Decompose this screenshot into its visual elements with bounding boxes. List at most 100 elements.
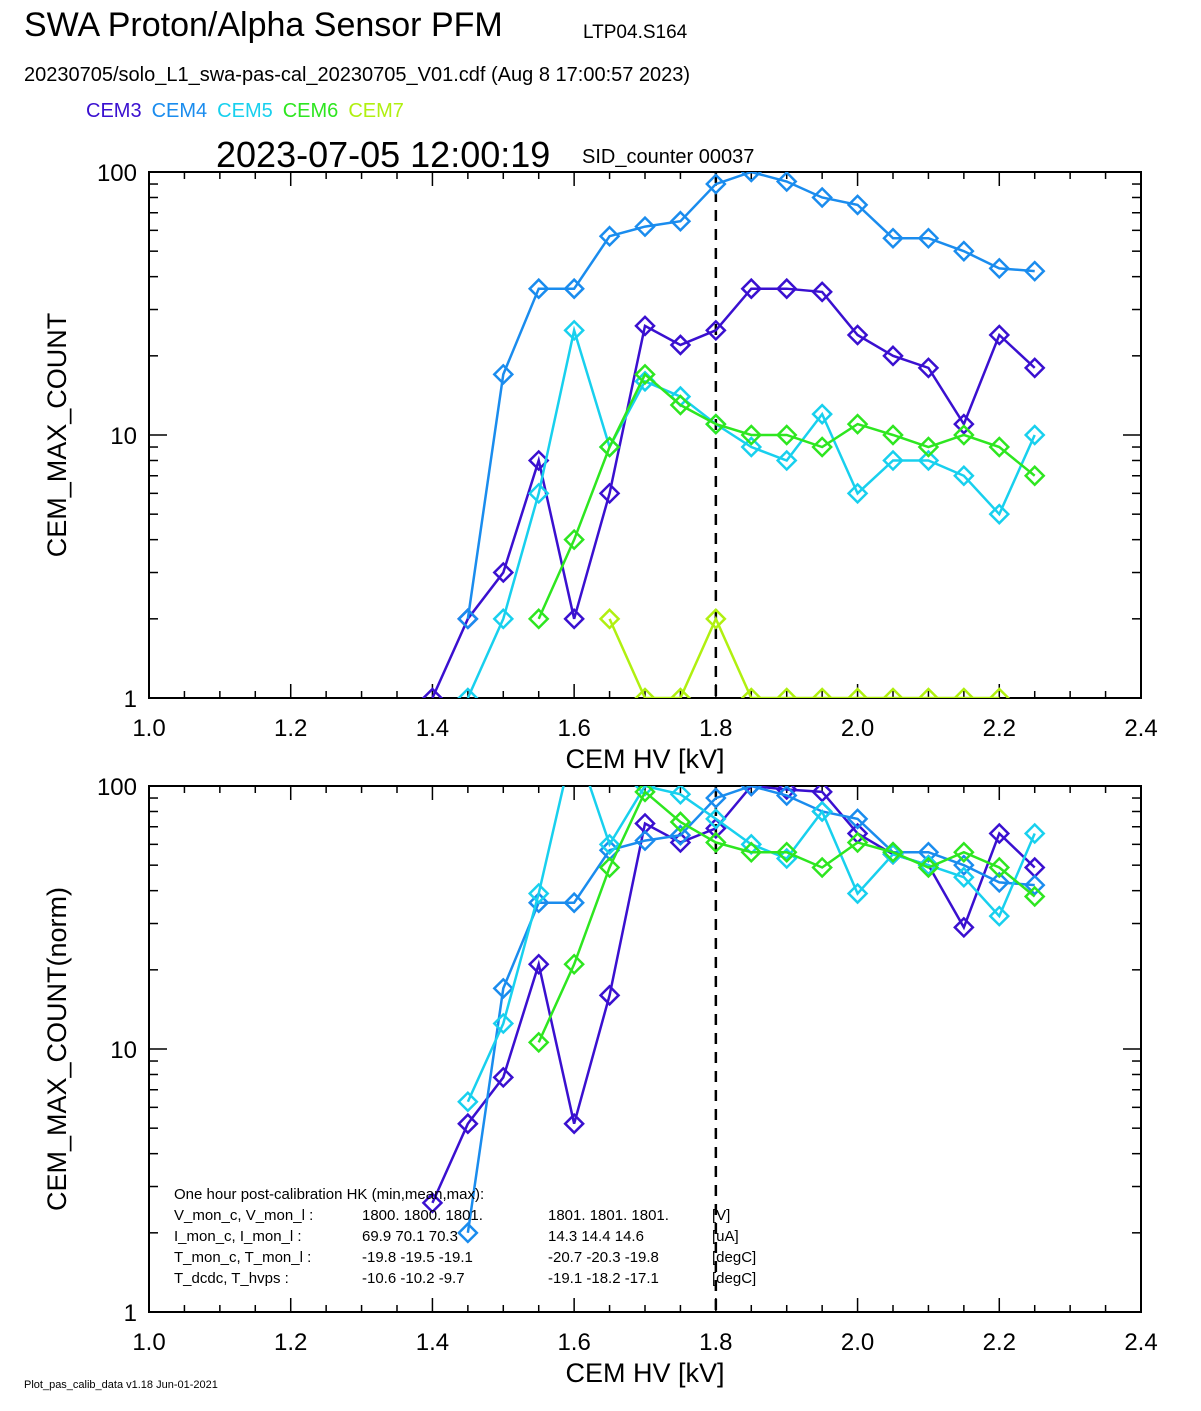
data-point-cem3	[988, 324, 1011, 346]
data-point-cem3	[492, 561, 515, 584]
y-tick-label: 100	[97, 160, 137, 187]
x-tick-label: 1.6	[557, 715, 590, 742]
x-tick-label: 2.2	[983, 1329, 1016, 1356]
y-tick-label: 1	[124, 1300, 137, 1327]
data-point-cem3	[634, 315, 656, 337]
data-point-cem4	[775, 786, 798, 807]
data-point-cem3	[492, 1066, 515, 1089]
data-point-cem3	[457, 1112, 479, 1135]
timestamp: 2023-07-05 12:00:19	[216, 134, 551, 175]
hk-row-label: T_dcdc, T_hvps :	[174, 1270, 289, 1287]
series-group	[421, 172, 1046, 698]
hk-row-values-b: -19.1 -18.2 -17.1	[548, 1270, 659, 1287]
data-point-cem7	[882, 687, 904, 698]
x-tick-label: 2.0	[841, 715, 874, 742]
data-point-cem3	[775, 786, 798, 801]
legend-cem4: CEM4	[151, 100, 208, 122]
data-point-cem6	[1023, 885, 1046, 908]
data-point-cem7	[740, 687, 763, 698]
hk-row-values-a: -10.6 -10.2 -9.7	[362, 1270, 465, 1287]
data-point-cem6	[988, 856, 1011, 879]
data-point-cem4	[988, 871, 1011, 894]
data-point-cem3	[421, 1192, 444, 1214]
data-point-cem5	[882, 449, 904, 472]
x-tick-label: 1.2	[274, 1329, 307, 1356]
data-point-cem7	[953, 687, 975, 698]
data-point-cem6	[953, 841, 975, 863]
data-point-cem3	[953, 916, 975, 939]
instrument-id: LTP04.S164	[583, 22, 688, 43]
data-point-cem6	[882, 424, 904, 446]
data-point-cem6	[775, 424, 798, 446]
data-point-cem5	[775, 449, 798, 472]
data-point-cem7	[598, 608, 621, 630]
data-point-cem5	[563, 319, 585, 342]
series-line-cem4	[466, 172, 1035, 620]
data-point-cem3	[705, 817, 727, 840]
data-point-cem5	[988, 503, 1011, 525]
x-tick-label: 2.0	[841, 1329, 874, 1356]
data-point-cem4	[846, 808, 869, 830]
data-point-cem6	[988, 436, 1011, 458]
data-point-cem3	[598, 984, 621, 1007]
data-point-cem5	[527, 482, 550, 505]
series-line-cem3	[431, 287, 1036, 698]
data-point-cem4	[492, 977, 515, 1000]
series-line-cem7	[608, 615, 1000, 698]
data-point-cem6	[634, 786, 656, 803]
x-tick-label: 1.8	[699, 1329, 732, 1356]
data-point-cem6	[740, 841, 763, 863]
data-point-cem6	[598, 856, 621, 879]
x-tick-label: 1.6	[557, 1329, 590, 1356]
data-point-cem3	[598, 482, 621, 505]
data-point-cem6	[634, 363, 656, 386]
x-tick-label: 1.4	[416, 1329, 449, 1356]
x-tick-label: 1.4	[416, 715, 449, 742]
data-point-cem5	[705, 808, 727, 830]
data-point-cem4	[492, 363, 515, 386]
data-point-cem7	[669, 687, 692, 698]
data-point-cem5	[953, 464, 975, 487]
data-point-cem5	[457, 1091, 479, 1113]
data-point-cem5	[811, 403, 833, 425]
hk-row-label: T_mon_c, T_mon_l :	[174, 1249, 311, 1266]
data-point-cem3	[527, 449, 550, 472]
data-point-cem4	[527, 891, 550, 914]
data-point-cem5	[846, 882, 869, 905]
data-point-cem5	[740, 436, 763, 458]
hk-row-label: V_mon_c, V_mon_l :	[174, 1207, 313, 1224]
hk-row-label: I_mon_c, I_mon_l :	[174, 1228, 302, 1245]
sid-counter: SID_counter 00037	[582, 146, 755, 168]
x-tick-label: 2.4	[1124, 1329, 1157, 1356]
data-point-cem6	[775, 841, 798, 863]
data-point-cem3	[527, 953, 550, 976]
data-point-cem6	[917, 436, 940, 458]
y-tick-label: 10	[110, 423, 137, 450]
data-point-cem4	[634, 829, 656, 852]
hk-row-values-b: 14.3 14.4 14.6	[548, 1228, 644, 1245]
plot-1: 1.0 1.2 1.4 1.6 1.8 2.0 2.2 2.4 1 10 100 CEM HV [kV…	[42, 160, 1158, 774]
data-point-cem6	[917, 856, 940, 879]
footer-version: Plot_pas_calib_data v1.18 Jun-01-2021	[24, 1379, 218, 1391]
data-point-cem5	[917, 449, 940, 472]
hk-heading: One hour post-calibration HK (min,mean,m…	[174, 1186, 484, 1203]
x-tick-label: 1.8	[699, 715, 732, 742]
file-info: 20230705/solo_L1_swa-pas-cal_20230705_V0…	[24, 64, 691, 86]
data-point-cem4	[846, 194, 869, 216]
data-point-cem4	[705, 787, 727, 809]
data-point-cem6	[811, 856, 833, 879]
legend-cem7: CEM7	[348, 100, 404, 122]
data-point-cem6	[846, 831, 869, 854]
x-tick-label: 2.4	[1124, 715, 1157, 742]
x-tick-label: 2.2	[983, 715, 1016, 742]
data-point-cem4	[563, 891, 585, 914]
data-point-cem3	[882, 345, 904, 367]
chart-title: SWA Proton/Alpha Sensor PFM	[24, 6, 503, 44]
data-point-cem6	[1023, 464, 1046, 487]
data-point-cem3	[953, 413, 975, 435]
data-point-cem4	[669, 824, 692, 846]
data-point-cem3	[1023, 357, 1046, 379]
series-line-cem6	[537, 789, 1036, 1043]
legend-cem3: CEM3	[86, 100, 142, 122]
x-tick-label: 1.0	[132, 715, 165, 742]
